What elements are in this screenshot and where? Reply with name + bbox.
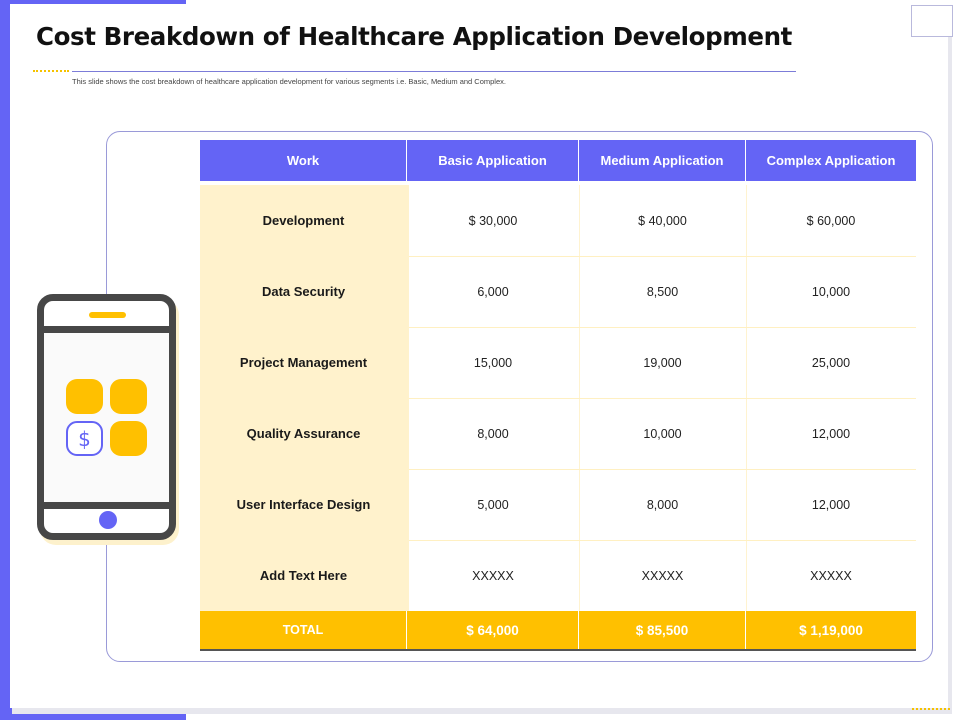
row-label: Quality Assurance [246, 426, 361, 441]
total-label: TOTAL [200, 611, 407, 649]
basic-cost: 6,000 [477, 284, 509, 299]
app-tile [110, 421, 147, 456]
table-row: Development $ 30,000 $ 40,000 $ 60,000 [200, 185, 916, 256]
table-row: User Interface Design 5,000 8,000 12,000 [200, 469, 916, 540]
app-tile [110, 379, 147, 414]
row-divider [409, 398, 916, 399]
header-complex-application: Complex Application [766, 153, 896, 168]
phone-top-bezel [44, 326, 169, 333]
phone-speaker [89, 312, 126, 318]
table-header-row: Work Basic Application Medium Applicatio… [200, 140, 916, 181]
basic-cost: 5,000 [477, 497, 509, 512]
row-label: Project Management [239, 355, 368, 370]
table-row: Data Security 6,000 8,500 10,000 [200, 256, 916, 327]
basic-cost: 8,000 [477, 426, 509, 441]
complex-cost: 12,000 [811, 497, 851, 512]
table-total-row: TOTAL $ 64,000 $ 85,500 $ 1,19,000 [200, 611, 916, 649]
row-label: Add Text Here [259, 568, 348, 583]
row-divider [409, 256, 916, 257]
phone-bottom-bezel [44, 502, 169, 509]
row-divider [409, 327, 916, 328]
app-tile [66, 379, 103, 414]
basic-total: $ 64,000 [407, 611, 579, 649]
complex-cost: $ 60,000 [806, 213, 856, 228]
medium-cost: 8,000 [646, 497, 679, 512]
basic-cost: $ 30,000 [468, 213, 518, 228]
total-underline [200, 649, 916, 651]
medium-total: $ 85,500 [579, 611, 746, 649]
table-row: Add Text Here XXXXX XXXXX XXXXX [200, 540, 916, 611]
basic-cost: 15,000 [473, 355, 513, 370]
table-row: Project Management 15,000 19,000 25,000 [200, 327, 916, 398]
medium-cost: $ 40,000 [638, 213, 687, 228]
medium-cost: 10,000 [643, 426, 682, 441]
header-work: Work [200, 140, 407, 181]
row-label: Development [262, 213, 345, 228]
phone-screen [44, 333, 169, 502]
complex-cost: 12,000 [811, 426, 851, 441]
medium-cost: XXXXX [641, 568, 684, 583]
home-button [99, 511, 117, 529]
corner-decoration [911, 5, 953, 37]
slide-subtitle: This slide shows the cost breakdown of h… [72, 77, 506, 86]
basic-cost: XXXXX [472, 568, 514, 583]
complex-cost: 10,000 [811, 284, 851, 299]
row-divider [409, 469, 916, 470]
slide-title: Cost Breakdown of Healthcare Application… [36, 22, 792, 51]
work-column-background [200, 185, 409, 611]
table-row: Quality Assurance 8,000 10,000 12,000 [200, 398, 916, 469]
corner-dots-decoration [912, 708, 950, 710]
row-label: User Interface Design [236, 497, 371, 512]
title-dots-decoration [33, 70, 69, 72]
smartphone-illustration: $ [37, 294, 176, 540]
header-basic-application: Basic Application [407, 140, 579, 181]
header-medium-application: Medium Application [579, 140, 746, 181]
complex-cost: XXXXX [810, 568, 852, 583]
title-divider [72, 71, 796, 72]
row-divider [409, 540, 916, 541]
medium-cost: 19,000 [643, 355, 682, 370]
row-label: Data Security [261, 284, 346, 299]
complex-cost: 25,000 [811, 355, 851, 370]
medium-cost: 8,500 [646, 284, 679, 299]
complex-total: $ 1,19,000 [799, 622, 863, 638]
dollar-sign-icon: $ [66, 421, 103, 456]
